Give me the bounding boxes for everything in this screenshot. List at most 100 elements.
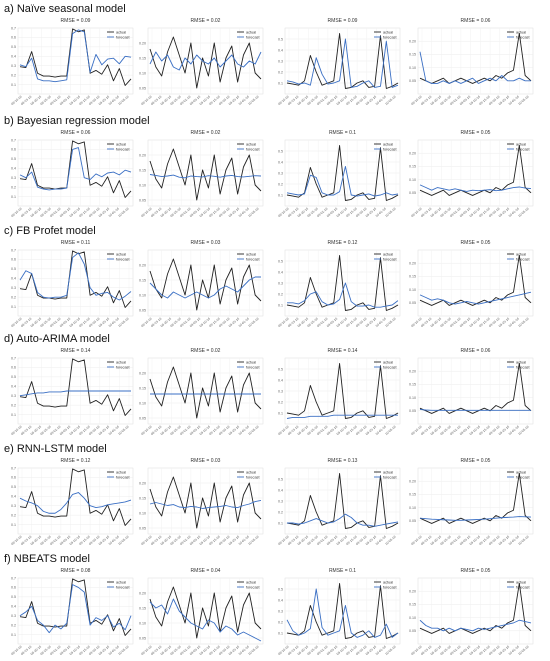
actual-series-line — [149, 366, 262, 419]
y-tick-label: 0.6 — [11, 366, 16, 370]
x-tick-label: 09-25-16 — [228, 95, 241, 106]
x-tick-label: 08-15-16 — [287, 425, 300, 436]
actual-series-line — [149, 476, 262, 529]
x-tick-label: 08-20-16 — [160, 207, 173, 218]
x-tick-label: 08-10-16 — [277, 317, 290, 328]
x-tick-label: 09-01-16 — [49, 207, 62, 218]
x-tick-label: 08-10-16 — [10, 535, 23, 546]
forecast-series-line — [19, 29, 132, 83]
actual-series-line — [19, 578, 132, 636]
x-tick-label: 08-15-16 — [287, 95, 300, 106]
x-tick-label: 10-01-16 — [108, 95, 121, 106]
y-tick-label: 0.10 — [139, 401, 146, 405]
x-tick-label: 09-05-16 — [459, 645, 472, 656]
x-tick-label: 09-15-16 — [345, 95, 358, 106]
x-tick-label: 09-10-16 — [199, 645, 212, 656]
rmse-title: RMSE = 0.03 — [191, 458, 221, 464]
x-tick-label: 08-20-16 — [430, 207, 443, 218]
model-row-nbeats: f) NBEATS model RMSE = 0.08 0.1 0.2 0.3 0.4 0.… — [4, 553, 534, 656]
x-tick-label: 10-05-16 — [384, 207, 397, 218]
actual-series-line — [419, 472, 532, 524]
subplot-bayes-3: RMSE = 0.1 0.1 0.2 0.3 0.4 0.5 08-10-1608-15-1… — [277, 130, 401, 218]
subplot-naive-2: RMSE = 0.02 0.05 0.10 0.15 0.20 08-10-1608-15… — [139, 18, 264, 106]
x-tick-label: 10-05-16 — [384, 317, 397, 328]
rmse-title: RMSE = 0.06 — [461, 348, 491, 354]
y-tick-label: 0.4 — [11, 495, 16, 499]
x-tick-label: 09-20-16 — [355, 535, 368, 546]
x-tick-label: 09-15-16 — [345, 207, 358, 218]
plot-area — [17, 249, 134, 317]
x-tick-label: 10-01-16 — [108, 207, 121, 218]
y-tick-label: 0.15 — [139, 496, 146, 500]
x-tick-label: 08-10-16 — [410, 645, 423, 656]
y-tick-label: 0.5 — [11, 157, 16, 161]
x-tick-label: 09-25-16 — [365, 317, 378, 328]
subplot-lstm-1: RMSE = 0.12 0.1 0.2 0.3 0.4 0.5 0.6 0.7 08-10-16… — [10, 458, 134, 546]
x-tick-label: 09-01-16 — [316, 317, 329, 328]
forecast-series-line — [19, 147, 132, 191]
x-tick-label: 09-10-16 — [199, 425, 212, 436]
x-tick-label: 10-01-16 — [508, 535, 521, 546]
x-tick-label: 09-20-16 — [88, 207, 101, 218]
x-tick-label: 10-05-16 — [247, 317, 260, 328]
y-tick-label: 0.5 — [278, 587, 283, 591]
x-tick-label: 09-25-16 — [365, 535, 378, 546]
y-tick-label: 0.4 — [278, 378, 283, 382]
y-tick-label: 0.3 — [278, 59, 283, 63]
y-tick-label: 0.05 — [139, 526, 146, 530]
x-tick-label: 09-25-16 — [228, 207, 241, 218]
x-tick-label: 09-15-16 — [78, 645, 91, 656]
x-tick-label: 09-05-16 — [326, 207, 339, 218]
x-tick-label: 08-25-16 — [169, 425, 182, 436]
forecast-series-line — [286, 38, 399, 88]
x-tick-label: 09-05-16 — [326, 645, 339, 656]
x-tick-label: 08-20-16 — [30, 317, 43, 328]
legend-label-forecast: forecast — [246, 475, 260, 479]
y-tick-label: 0.15 — [409, 493, 416, 497]
x-tick-label: 09-15-16 — [478, 425, 491, 436]
x-tick-label: 08-10-16 — [140, 425, 153, 436]
x-tick-label: 09-10-16 — [199, 95, 212, 106]
y-tick-label: 0.15 — [139, 386, 146, 390]
x-tick-label: 09-25-16 — [98, 425, 111, 436]
x-tick-label: 08-10-16 — [10, 207, 23, 218]
legend-label-actual: actual — [246, 142, 256, 146]
x-tick-label: 10-05-16 — [247, 95, 260, 106]
x-tick-label: 09-25-16 — [98, 535, 111, 546]
subplot-bayes-4: RMSE = 0.05 0.05 0.10 0.15 0.20 08-10-1608-15… — [409, 130, 534, 218]
x-tick-label: 09-05-16 — [189, 95, 202, 106]
x-tick-label: 09-01-16 — [449, 207, 462, 218]
x-tick-label: 08-25-16 — [169, 95, 182, 106]
forecast-series-line — [287, 282, 399, 308]
x-tick-label: 09-10-16 — [336, 645, 349, 656]
y-tick-label: 0.20 — [139, 263, 146, 267]
subplot-arima-4: RMSE = 0.06 0.05 0.10 0.15 0.20 08-10-1608-15… — [409, 348, 534, 436]
x-tick-label: 10-05-16 — [247, 645, 260, 656]
y-tick-label: 0.2 — [278, 70, 283, 74]
x-tick-label: 10-01-16 — [238, 317, 251, 328]
forecast-series-line — [149, 598, 262, 642]
legend-label-actual: actual — [383, 470, 393, 474]
x-tick-label: 09-01-16 — [179, 95, 192, 106]
row-label: e) RNN-LSTM model — [4, 443, 107, 455]
y-tick-label: 0.1 — [278, 411, 283, 415]
y-tick-label: 0.4 — [278, 160, 283, 164]
x-tick-label: 09-05-16 — [189, 425, 202, 436]
x-tick-label: 08-25-16 — [39, 95, 52, 106]
legend-label-forecast: forecast — [246, 365, 260, 369]
y-tick-label: 0.05 — [139, 636, 146, 640]
x-tick-label: 09-15-16 — [78, 95, 91, 106]
forecast-series-line — [149, 499, 262, 509]
y-tick-label: 0.15 — [139, 606, 146, 610]
x-tick-label: 08-25-16 — [306, 535, 319, 546]
x-tick-label: 09-20-16 — [488, 535, 501, 546]
y-tick-label: 0.10 — [139, 621, 146, 625]
x-tick-label: 09-01-16 — [49, 425, 62, 436]
y-tick-label: 0.5 — [11, 267, 16, 271]
plot-area — [417, 249, 534, 317]
x-tick-label: 08-25-16 — [39, 645, 52, 656]
